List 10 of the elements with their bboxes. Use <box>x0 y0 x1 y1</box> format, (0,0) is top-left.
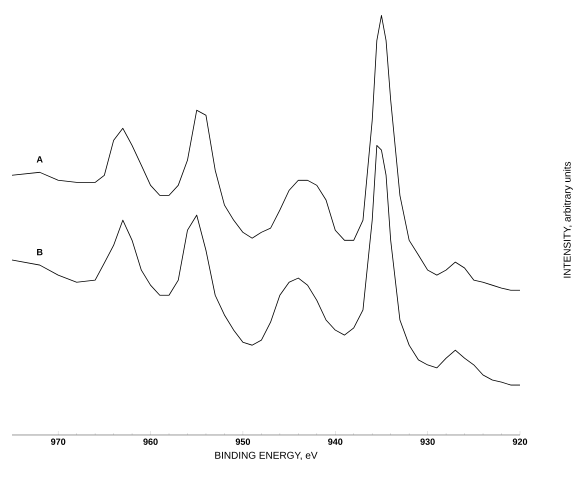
series-label: B <box>37 249 43 256</box>
x-tick-label: 950 <box>236 438 250 445</box>
x-tick-label: 930 <box>420 438 435 445</box>
x-tick-label: 960 <box>143 438 158 445</box>
x-tick-label: 920 <box>512 438 528 445</box>
y-axis-title: INTENSITY, arbitrary units <box>563 162 573 278</box>
x-tick-label: 970 <box>50 438 66 445</box>
x-tick-label: 940 <box>328 438 342 445</box>
x-axis-title: BINDING ENERGY, eV <box>215 452 318 460</box>
series-label: A <box>36 156 43 162</box>
